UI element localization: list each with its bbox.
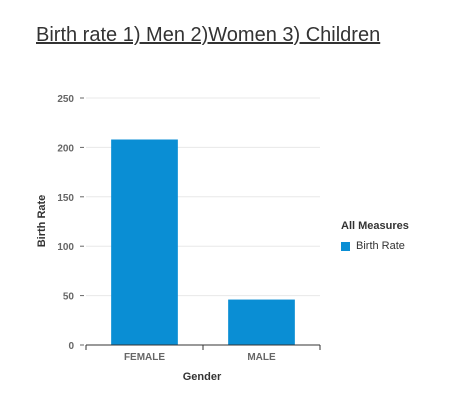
x-axis-label: Gender <box>183 371 222 383</box>
x-tick-labels: FEMALE MALE <box>124 352 276 363</box>
x-tick-label: MALE <box>247 352 276 363</box>
legend-title: All Measures <box>341 220 409 232</box>
legend-item-birth-rate[interactable]: Birth Rate <box>341 240 409 252</box>
y-tick-label: 250 <box>57 94 74 105</box>
axes <box>80 97 321 350</box>
bars <box>111 139 295 345</box>
bar-female <box>111 139 178 345</box>
y-tick-label: 100 <box>57 242 74 253</box>
bar-male <box>228 299 295 345</box>
legend-item-label: Birth Rate <box>356 240 405 252</box>
gridlines <box>86 97 320 297</box>
legend-swatch <box>341 241 350 251</box>
legend: All Measures Birth Rate <box>341 220 409 252</box>
y-tick-labels: 0 50 100 150 200 250 <box>57 94 74 352</box>
y-tick-label: 50 <box>63 292 75 303</box>
chart-title: Birth rate 1) Men 2)Women 3) Children <box>36 24 381 46</box>
y-tick-label: 200 <box>57 143 74 154</box>
y-axis-label: Birth Rate <box>36 195 48 248</box>
x-tick-label: FEMALE <box>124 352 165 363</box>
y-tick-label: 150 <box>57 193 74 204</box>
y-tick-label: 0 <box>68 341 74 352</box>
